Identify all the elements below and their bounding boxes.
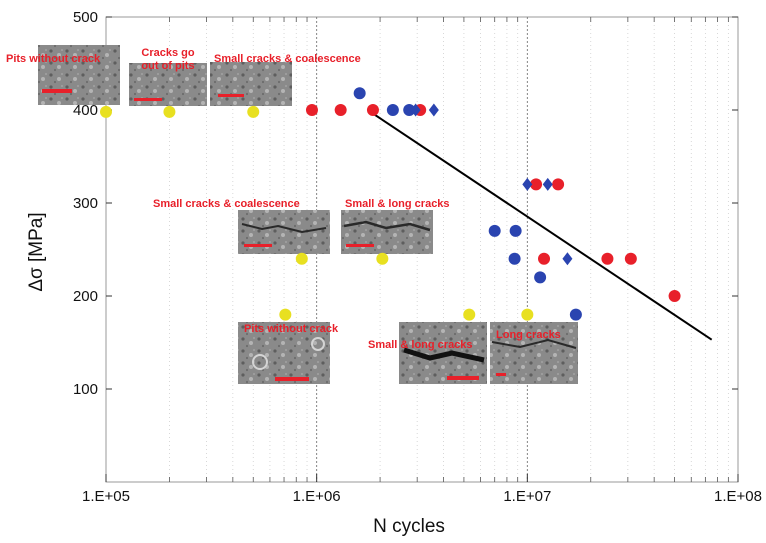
micrograph-pits-bottom — [238, 322, 330, 384]
data-point-circle — [538, 252, 551, 265]
data-point-circle — [353, 87, 366, 100]
data-point-circle — [534, 271, 547, 284]
axes: 1.E+05 1.E+06 1.E+07 1.E+08 100 200 300 400 500 — [73, 9, 762, 505]
data-point-circle — [279, 308, 292, 321]
annotation-small-long-mid: Small & long cracks — [345, 198, 450, 210]
data-point-circle — [386, 104, 399, 116]
micrograph-cracks-out-of-pits — [129, 63, 207, 106]
data-point-diamond — [562, 252, 573, 266]
y-tick-label: 500 — [73, 9, 98, 26]
x-axis-title: N cycles — [373, 516, 445, 537]
data-point-circle — [530, 178, 543, 191]
annotation-coalescence-mid: Small cracks & coalescence — [153, 198, 300, 210]
data-point-diamond — [428, 103, 439, 117]
micrograph-coalescence-mid — [238, 210, 330, 254]
data-point-diamond — [410, 103, 421, 117]
data-point-circle — [488, 224, 501, 237]
data-point-circle — [521, 308, 534, 321]
micrograph-insets — [38, 45, 578, 384]
micrograph-small-long-bottom — [399, 322, 487, 384]
data-point-circle — [403, 104, 416, 116]
y-axis-title: Δσ [MPa] — [26, 212, 47, 291]
micrograph-small-long-mid — [341, 210, 433, 254]
x-tick-label: 1.E+06 — [293, 488, 341, 505]
annotation-pits-bottom: Pits without crack — [244, 323, 339, 335]
data-point-circle — [601, 252, 614, 265]
data-point-circle — [624, 252, 637, 265]
data-point-circle — [463, 308, 476, 321]
data-point-diamond — [522, 177, 533, 191]
data-point-circle — [668, 290, 681, 302]
data-points — [100, 87, 681, 321]
data-point-circle — [247, 105, 260, 118]
micrograph-pits-top — [38, 45, 120, 105]
y-tick-label: 200 — [73, 288, 98, 305]
annotation-labels: Pits without crack Cracks go out of pits… — [6, 47, 561, 351]
x-tick-label: 1.E+05 — [82, 488, 130, 505]
data-point-circle — [100, 105, 112, 118]
annotation-coalescence-top: Small cracks & coalescence — [214, 53, 361, 65]
data-point-circle — [163, 105, 176, 118]
y-tick-label: 300 — [73, 195, 98, 212]
data-point-circle — [569, 308, 582, 321]
data-point-circle — [508, 252, 521, 265]
x-tick-label: 1.E+07 — [503, 488, 551, 505]
fit-line — [369, 111, 713, 341]
data-point-circle — [509, 224, 522, 237]
data-point-circle — [295, 252, 308, 265]
data-point-circle — [334, 104, 347, 116]
annotation-pits-top: Pits without crack — [6, 53, 101, 65]
annotation-cracks-go: Cracks go — [141, 47, 194, 59]
annotation-small-long-bottom: Small & long cracks — [368, 339, 473, 351]
data-point-circle — [376, 252, 389, 265]
data-point-circle — [305, 104, 318, 116]
annotation-long-cracks: Long cracks — [496, 329, 561, 341]
annotation-out-of-pits: out of pits — [141, 60, 194, 72]
data-point-diamond — [542, 177, 553, 191]
y-tick-label: 400 — [73, 102, 98, 119]
fit-line-layer — [369, 111, 713, 341]
micrograph-long-cracks — [490, 322, 578, 384]
y-tick-label: 100 — [73, 381, 98, 398]
micrograph-coalescence-top — [210, 62, 292, 106]
x-tick-label: 1.E+08 — [714, 488, 762, 505]
data-point-circle — [552, 178, 565, 191]
data-point-circle — [366, 104, 379, 116]
